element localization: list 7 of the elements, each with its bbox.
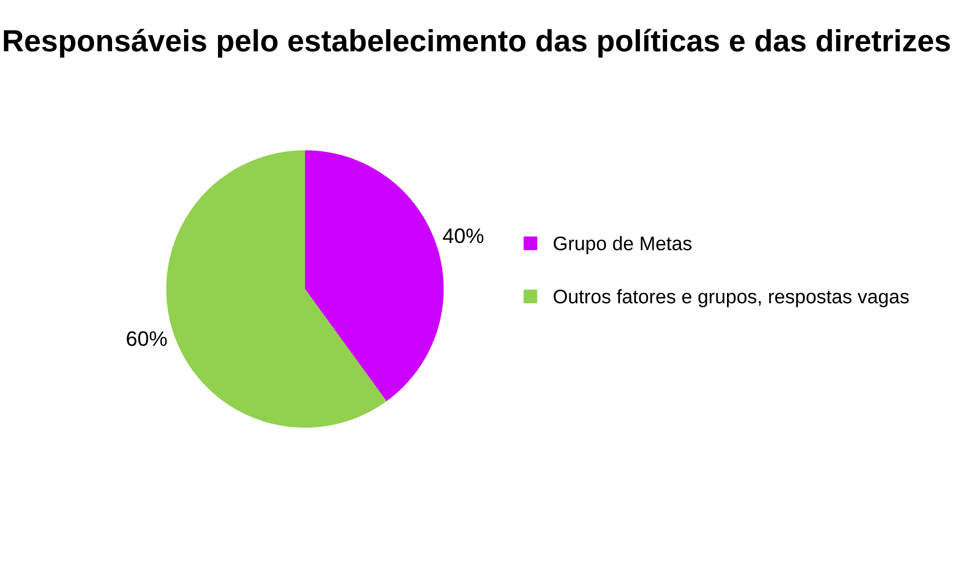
pie-slice	[304, 150, 444, 402]
legend-label: Grupo de Metas	[554, 236, 692, 254]
data-label: 40%	[442, 228, 484, 244]
data-label: 60%	[126, 331, 167, 346]
pie-slice	[166, 150, 386, 428]
legend-label: Outros fatores e grupos, respostas vagas	[554, 289, 909, 308]
chart-title: Responsáveis pelo estabelecimento das políticas e das diretrizes	[4, 28, 950, 58]
